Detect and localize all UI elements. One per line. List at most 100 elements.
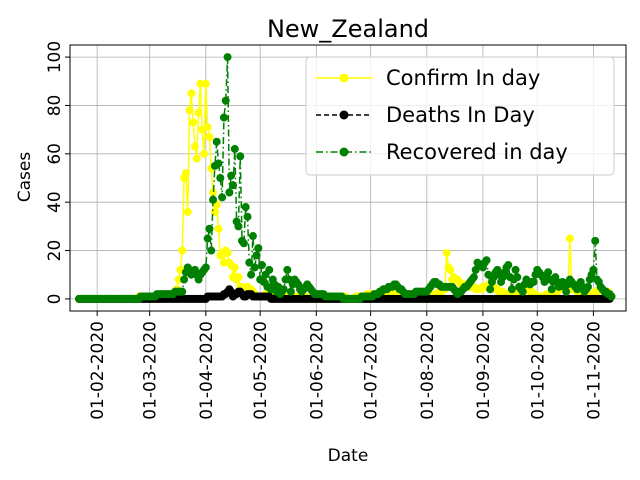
data-point [218,193,227,202]
data-point [181,169,190,178]
data-point [250,263,259,272]
x-tick-label: 01-02-2020 [88,321,108,420]
data-point [518,287,527,296]
y-tick-label: 100 [45,41,65,73]
x-tick-label: 01-10-2020 [528,321,548,420]
y-axis-label: Cases [15,152,35,203]
data-point [189,118,198,127]
legend-label: Deaths In Day [386,103,535,127]
data-point [190,142,199,151]
legend-label: Recovered in day [386,140,568,164]
legend-label: Confirm In day [386,66,540,90]
x-tick-label: 01-08-2020 [418,321,438,420]
x-tick-label: 01-06-2020 [307,321,327,420]
data-point [241,203,250,212]
plot-frame [69,44,627,312]
data-point [482,256,491,265]
data-point [513,273,522,282]
legend-frame [305,56,615,176]
data-point [203,123,212,132]
data-point [236,152,245,161]
data-point [591,236,600,245]
data-point [257,261,266,270]
data-point [243,212,252,221]
data-point [254,244,263,253]
data-point [486,285,495,294]
data-point [589,265,598,274]
legend-marker [339,73,349,83]
data-point [252,251,261,260]
data-point [223,53,232,62]
data-point [234,222,243,231]
series-layer [75,53,616,303]
data-point [229,181,237,190]
data-point [201,263,210,272]
data-point [544,268,553,277]
data-point [201,79,210,88]
data-point [223,248,232,257]
x-tick-label: 01-03-2020 [141,321,161,420]
data-point [180,275,189,284]
data-point [203,234,212,243]
data-point [205,224,214,233]
data-point [192,154,201,163]
x-tick-label: 01-07-2020 [362,321,382,420]
data-point [547,285,556,294]
data-point [286,287,295,296]
data-point [183,207,192,216]
data-point [212,137,221,146]
x-tick-label: 01-05-2020 [251,321,271,420]
chart-title: New_Zealand [267,15,429,43]
x-tick-label: 01-11-2020 [584,321,604,420]
data-point [185,106,194,115]
data-point [214,159,223,168]
data-point [209,188,218,197]
data-point [446,265,455,274]
legend: Confirm In day Deaths In Day Recovered in … [305,56,615,176]
y-tick-label: 80 [45,95,65,117]
data-point [221,96,230,105]
data-point [209,195,218,204]
data-point [279,285,288,294]
data-point [565,234,574,243]
data-point [200,149,209,158]
data-point [283,265,292,274]
data-point [225,188,234,197]
data-point [187,89,196,98]
data-point [178,287,187,296]
x-axis-label: Date [328,446,369,466]
data-point [607,292,616,301]
data-point [216,174,225,182]
x-tick-label: 01-09-2020 [474,321,494,420]
data-point [194,108,203,117]
y-tick-label: 20 [45,240,65,262]
data-point [227,171,236,180]
data-point [247,270,256,279]
data-point [219,113,228,122]
data-point [239,239,248,248]
legend-marker [339,110,349,120]
data-point [178,246,187,255]
data-point [562,287,571,296]
legend-marker [339,147,349,157]
data-point [507,285,516,294]
data-point [234,273,243,282]
data-point [442,248,451,257]
data-point [265,265,274,274]
data-point [469,273,478,282]
data-point [248,232,257,241]
x-tick-label: 01-04-2020 [197,321,217,420]
data-point [214,224,223,233]
y-tick-label: 60 [45,143,65,165]
data-point [230,144,239,153]
data-point [583,282,592,291]
data-point [205,132,214,141]
data-point [230,263,239,272]
data-point [529,277,538,286]
y-tick-label: 0 [45,293,65,304]
data-point [207,246,216,255]
data-point [504,261,513,270]
series-recovered-in-day [75,53,616,303]
data-point [511,265,520,274]
